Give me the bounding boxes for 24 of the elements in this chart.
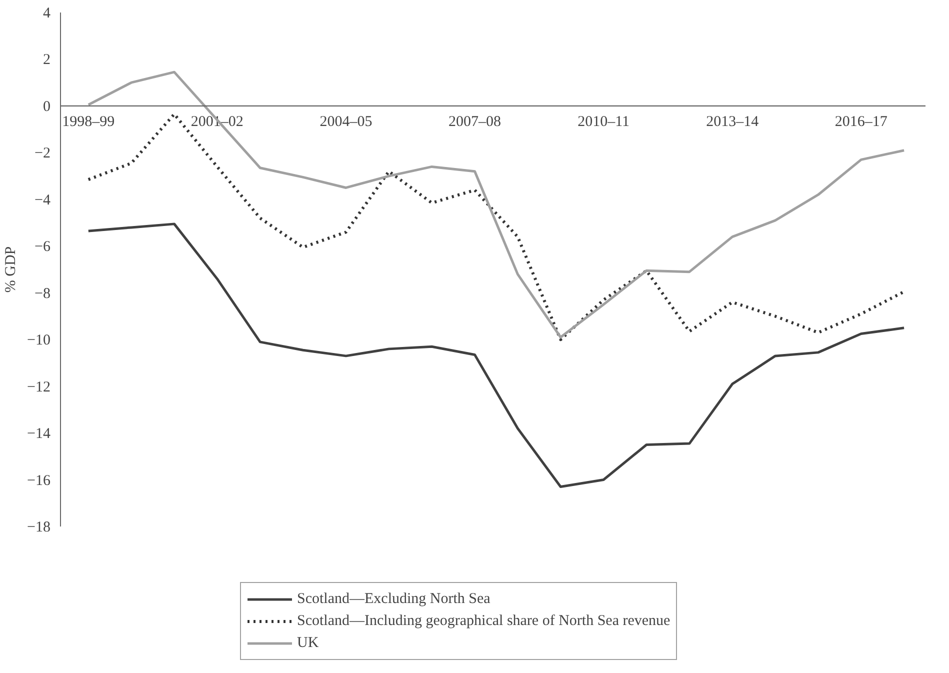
y-tick-label: 0 [43, 98, 50, 115]
x-tick-label: 2001–02 [190, 114, 244, 130]
y-tick-label: −4 [34, 192, 51, 208]
y-tick-label: −2 [34, 146, 51, 162]
y-tick-label: −14 [27, 426, 51, 442]
x-tick-label: 2010–11 [578, 114, 630, 130]
line-series [87, 222, 906, 488]
y-axis-title: % GDP [3, 246, 20, 293]
legend-label: Scotland—Including geographical share of North Sea revenue [297, 612, 670, 630]
x-tick-label: 2013–14 [706, 114, 760, 130]
y-tick-label: −8 [34, 286, 51, 302]
y-tick-label: 4 [43, 6, 51, 22]
x-tick-label: 1998–99 [62, 114, 115, 130]
y-tick-label: −16 [27, 472, 51, 489]
y-tick-label: −18 [27, 520, 51, 536]
x-tick-label: 2016–17 [834, 114, 888, 130]
x-tick-label: 2004–05 [320, 114, 372, 130]
legend-label: UK [297, 634, 319, 652]
y-tick-label: −6 [34, 239, 51, 256]
y-tick-label: −10 [27, 332, 51, 349]
y-tick-label: −12 [27, 379, 51, 396]
y-tick-label: 2 [43, 52, 50, 68]
legend-label: Scotland—Excluding North Sea [297, 590, 490, 608]
x-tick-label: 2007–08 [448, 114, 502, 130]
